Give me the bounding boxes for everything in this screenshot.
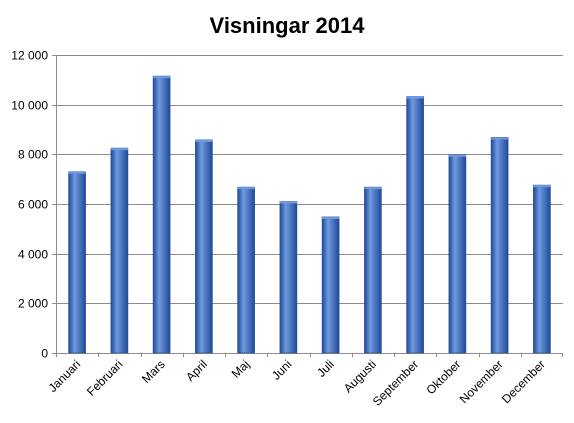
x-tick-label: Juli xyxy=(314,357,337,380)
bar-top-highlight xyxy=(153,76,171,79)
bar-juli xyxy=(321,216,340,354)
bar-top-highlight xyxy=(68,171,86,174)
x-tick-label: Maj xyxy=(229,357,253,381)
bar-top-highlight xyxy=(237,187,255,190)
x-tick-label: Januari xyxy=(46,357,84,395)
bar-top-highlight xyxy=(322,216,340,219)
y-axis: 0 2 000 4 000 6 000 8 000 10 000 12 000 xyxy=(11,49,57,361)
x-tick-label: Juni xyxy=(269,357,294,382)
gridlines xyxy=(56,55,563,354)
bar-april xyxy=(195,139,213,354)
x-tick-label: December xyxy=(499,357,548,406)
bar-top-highlight xyxy=(406,96,424,99)
y-tick-label: 10 000 xyxy=(11,99,48,113)
y-tick-label: 6 000 xyxy=(18,198,48,212)
x-tick-label: Mars xyxy=(139,357,168,386)
bar-top-highlight xyxy=(533,185,551,188)
x-tick-label: Februari xyxy=(84,357,125,398)
bar-top-highlight xyxy=(364,187,382,190)
y-tick-label: 12 000 xyxy=(11,49,48,63)
x-tick-label: Augusti xyxy=(341,357,379,395)
y-tick-label: 2 000 xyxy=(18,297,48,311)
y-tick-label: 4 000 xyxy=(18,248,48,262)
bar-top-highlight xyxy=(110,148,128,151)
bar-juni xyxy=(279,201,298,354)
x-axis: Januari Februari Mars April Maj Juni Juli Augus… xyxy=(46,353,563,409)
y-tick-label: 0 xyxy=(41,347,48,361)
y-tick-label: 8 000 xyxy=(18,148,48,162)
x-tick-label: September xyxy=(370,357,421,408)
bar-augusti xyxy=(364,186,382,354)
x-tick-label: November xyxy=(457,357,506,406)
bar-top-highlight xyxy=(195,139,213,142)
bar-oktober xyxy=(448,154,467,354)
bar-top-highlight xyxy=(491,137,509,140)
bar-januari xyxy=(68,171,86,354)
x-tick-label: Oktober xyxy=(423,357,463,397)
bar-december xyxy=(533,184,551,354)
bar-mars xyxy=(152,75,171,354)
bar-maj xyxy=(237,186,255,354)
bar-top-highlight xyxy=(448,154,466,157)
bars xyxy=(68,75,551,354)
bar-september xyxy=(406,96,424,354)
x-tick-label: April xyxy=(183,357,210,384)
bar-februari xyxy=(110,147,129,354)
bar-top-highlight xyxy=(279,201,297,204)
bar-november xyxy=(490,137,509,354)
chart-title: Visningar 2014 xyxy=(210,13,366,38)
